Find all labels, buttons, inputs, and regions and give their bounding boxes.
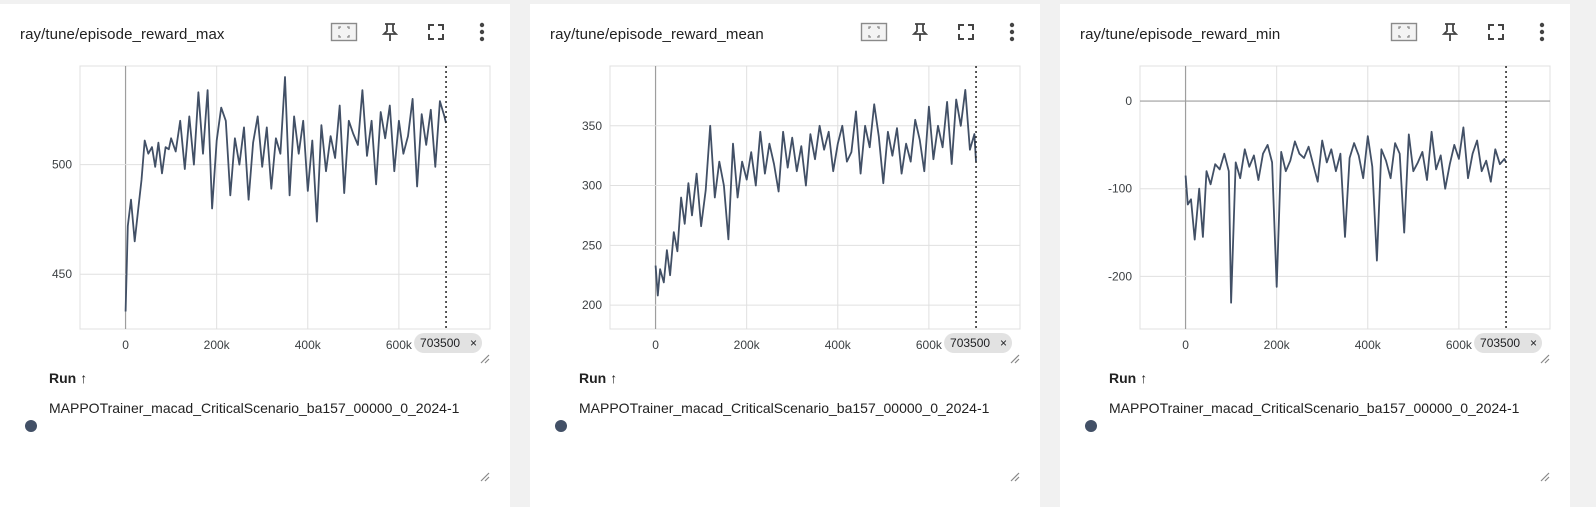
more-options-button[interactable] bbox=[1528, 18, 1556, 46]
x-tick-label: 600k bbox=[1446, 338, 1473, 352]
x-tick-label: 400k bbox=[295, 338, 322, 352]
x-tick-label: 0 bbox=[122, 338, 129, 352]
resize-handle-icon[interactable] bbox=[478, 470, 490, 482]
resize-handle-icon[interactable] bbox=[1538, 352, 1550, 364]
cursor-value-chip[interactable]: 703500 × bbox=[414, 333, 483, 353]
x-tick-label: 600k bbox=[916, 338, 943, 352]
plot-frame bbox=[1139, 65, 1551, 330]
x-tick-label: 400k bbox=[825, 338, 852, 352]
y-tick-label: 0 bbox=[1125, 94, 1132, 108]
more-options-button[interactable] bbox=[998, 18, 1026, 46]
card-title: ray/tune/episode_reward_min bbox=[1080, 26, 1281, 43]
x-tick-label: 200k bbox=[734, 338, 761, 352]
more-vert-icon bbox=[1009, 22, 1015, 42]
y-tick-label: 350 bbox=[582, 119, 602, 133]
line-chart[interactable]: 0 200k 400k 600k 200 250 300 350 703500 × bbox=[530, 60, 1040, 360]
run-name: MAPPOTrainer_macad_CriticalScenario_ba15… bbox=[49, 400, 460, 416]
cursor-value-chip[interactable]: 703500 × bbox=[944, 333, 1013, 353]
line-chart[interactable]: 0 200k 400k 600k -200 -100 0 703500 × bbox=[1060, 60, 1570, 360]
chart-card-episode-reward-mean: ray/tune/episode_reward_mean 0 200k 400k 60… bbox=[530, 4, 1040, 507]
y-tick-label: 450 bbox=[52, 267, 72, 281]
fit-domain-button[interactable] bbox=[330, 18, 358, 46]
y-tick-label: 200 bbox=[582, 298, 602, 312]
fullscreen-button[interactable] bbox=[1482, 18, 1510, 46]
y-tick-label: -200 bbox=[1108, 269, 1132, 283]
fullscreen-button[interactable] bbox=[422, 18, 450, 46]
y-tick-label: 500 bbox=[52, 158, 72, 172]
run-row[interactable]: MAPPOTrainer_macad_CriticalScenario_ba15… bbox=[555, 398, 1025, 438]
chart-card-episode-reward-max: ray/tune/episode_reward_max 0 200k 400k 600… bbox=[0, 4, 510, 507]
cursor-value-label: 703500 bbox=[420, 336, 460, 350]
fit-domain-icon bbox=[330, 22, 358, 42]
x-tick-label: 200k bbox=[204, 338, 231, 352]
run-color-dot bbox=[1085, 420, 1097, 432]
run-column-header[interactable]: Run ↑ bbox=[579, 370, 617, 386]
plot-frame bbox=[609, 65, 1021, 330]
series-line bbox=[124, 76, 447, 312]
x-tick-label: 600k bbox=[386, 338, 413, 352]
pin-icon bbox=[381, 23, 399, 41]
close-icon[interactable]: × bbox=[470, 336, 477, 350]
plot-frame bbox=[79, 65, 491, 330]
cursor-value-chip[interactable]: 703500 × bbox=[1474, 333, 1543, 353]
y-tick-label: -100 bbox=[1108, 182, 1132, 196]
card-title: ray/tune/episode_reward_mean bbox=[550, 26, 764, 43]
fullscreen-icon bbox=[428, 24, 444, 40]
series-line bbox=[654, 88, 977, 297]
pin-button[interactable] bbox=[1436, 18, 1464, 46]
run-column-header[interactable]: Run ↑ bbox=[49, 370, 87, 386]
arrow-up-icon: ↑ bbox=[1140, 370, 1148, 386]
run-row[interactable]: MAPPOTrainer_macad_CriticalScenario_ba15… bbox=[1085, 398, 1555, 438]
fullscreen-icon bbox=[1488, 24, 1504, 40]
cursor-value-label: 703500 bbox=[1480, 336, 1520, 350]
resize-handle-icon[interactable] bbox=[1008, 352, 1020, 364]
more-vert-icon bbox=[479, 22, 485, 42]
card-toolbar bbox=[860, 18, 1026, 46]
fullscreen-icon bbox=[958, 24, 974, 40]
y-tick-label: 250 bbox=[582, 238, 602, 252]
card-title: ray/tune/episode_reward_max bbox=[20, 26, 225, 43]
pin-button[interactable] bbox=[906, 18, 934, 46]
close-icon[interactable]: × bbox=[1530, 336, 1537, 350]
more-options-button[interactable] bbox=[468, 18, 496, 46]
series-line bbox=[1184, 126, 1507, 304]
chart-card-episode-reward-min: ray/tune/episode_reward_min 0 200k 400k 600… bbox=[1060, 4, 1570, 507]
close-icon[interactable]: × bbox=[1000, 336, 1007, 350]
cursor-value-label: 703500 bbox=[950, 336, 990, 350]
x-tick-label: 400k bbox=[1355, 338, 1382, 352]
y-tick-label: 300 bbox=[582, 179, 602, 193]
x-tick-label: 0 bbox=[1182, 338, 1189, 352]
run-header-label: Run bbox=[1109, 370, 1137, 386]
run-column-header[interactable]: Run ↑ bbox=[1109, 370, 1147, 386]
fit-domain-icon bbox=[860, 22, 888, 42]
run-row[interactable]: MAPPOTrainer_macad_CriticalScenario_ba15… bbox=[25, 398, 495, 438]
run-name: MAPPOTrainer_macad_CriticalScenario_ba15… bbox=[579, 400, 990, 416]
run-header-label: Run bbox=[49, 370, 77, 386]
fit-domain-icon bbox=[1390, 22, 1418, 42]
fit-domain-button[interactable] bbox=[860, 18, 888, 46]
run-name: MAPPOTrainer_macad_CriticalScenario_ba15… bbox=[1109, 400, 1520, 416]
resize-handle-icon[interactable] bbox=[1008, 470, 1020, 482]
arrow-up-icon: ↑ bbox=[80, 370, 88, 386]
card-toolbar bbox=[1390, 18, 1556, 46]
more-vert-icon bbox=[1539, 22, 1545, 42]
resize-handle-icon[interactable] bbox=[478, 352, 490, 364]
pin-button[interactable] bbox=[376, 18, 404, 46]
arrow-up-icon: ↑ bbox=[610, 370, 618, 386]
pin-icon bbox=[1441, 23, 1459, 41]
run-color-dot bbox=[555, 420, 567, 432]
run-color-dot bbox=[25, 420, 37, 432]
card-toolbar bbox=[330, 18, 496, 46]
x-tick-label: 0 bbox=[652, 338, 659, 352]
line-chart[interactable]: 0 200k 400k 600k 450 500 703500 × bbox=[0, 60, 510, 360]
x-tick-label: 200k bbox=[1264, 338, 1291, 352]
pin-icon bbox=[911, 23, 929, 41]
resize-handle-icon[interactable] bbox=[1538, 470, 1550, 482]
fit-domain-button[interactable] bbox=[1390, 18, 1418, 46]
fullscreen-button[interactable] bbox=[952, 18, 980, 46]
run-header-label: Run bbox=[579, 370, 607, 386]
